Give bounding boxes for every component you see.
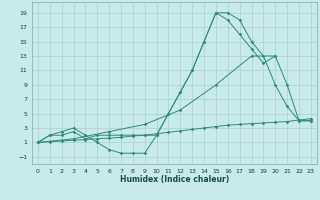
X-axis label: Humidex (Indice chaleur): Humidex (Indice chaleur) (120, 175, 229, 184)
